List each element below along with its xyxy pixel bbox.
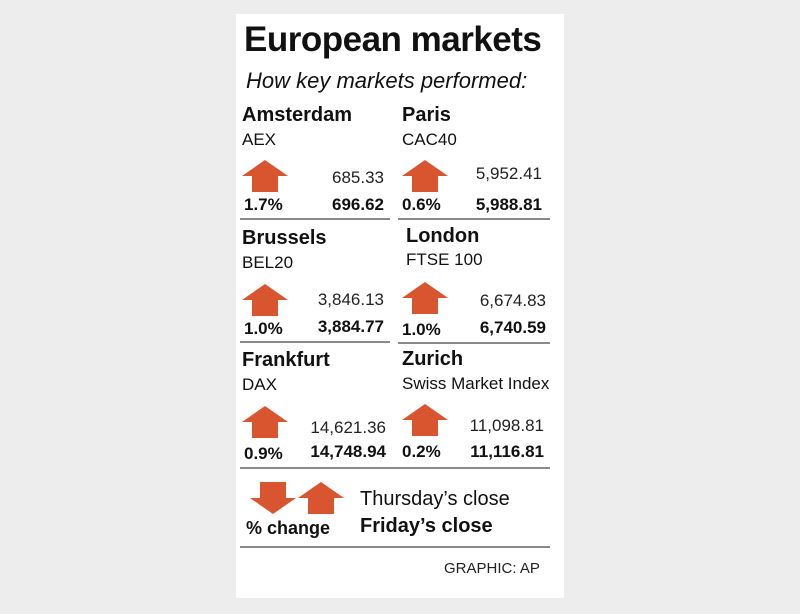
divider xyxy=(398,342,550,344)
friday-close: 3,884.77 xyxy=(317,317,384,336)
thursday-close: 6,674.83 xyxy=(479,291,546,310)
thursday-close: 685.33 xyxy=(332,168,384,187)
thursday-close: 14,621.36 xyxy=(310,418,386,437)
graphic-title: European markets xyxy=(244,20,542,59)
market-index: Swiss Market Index xyxy=(402,374,550,393)
up-arrow-icon xyxy=(402,404,448,436)
thursday-close: 11,098.81 xyxy=(469,416,544,435)
thursday-close: 3,846.13 xyxy=(317,290,384,309)
up-arrow-icon xyxy=(402,282,448,314)
friday-close: 14,748.94 xyxy=(310,442,386,461)
percent-change: 0.6% xyxy=(402,195,441,214)
market-index: AEX xyxy=(242,130,277,149)
thursday-close: 5,952.41 xyxy=(475,164,542,183)
market-index: FTSE 100 xyxy=(406,250,483,269)
percent-change: 0.9% xyxy=(244,444,283,463)
friday-close: 5,988.81 xyxy=(475,195,542,214)
market-index: BEL20 xyxy=(242,253,294,272)
legend-thursday-close: Thursday’s close xyxy=(360,488,510,510)
markets-graphic: European markets How key markets perform… xyxy=(236,14,564,598)
friday-close: 6,740.59 xyxy=(479,318,546,337)
market-city: Zurich xyxy=(402,348,464,370)
percent-change: 0.2% xyxy=(402,442,441,461)
up-arrow-icon xyxy=(242,284,288,316)
market-city: Paris xyxy=(402,104,451,126)
market-index: DAX xyxy=(242,375,277,394)
divider xyxy=(240,341,390,343)
percent-change: 1.0% xyxy=(244,319,283,338)
divider xyxy=(240,467,550,469)
up-arrow-icon xyxy=(298,482,344,514)
up-arrow-icon xyxy=(242,160,288,192)
market-city: Amsterdam xyxy=(242,104,353,126)
legend-friday-close: Friday’s close xyxy=(360,515,493,537)
graphic-credit: GRAPHIC: AP xyxy=(444,560,540,577)
market-index: CAC40 xyxy=(402,130,457,149)
up-arrow-icon xyxy=(242,406,288,438)
friday-close: 11,116.81 xyxy=(470,442,544,461)
graphic-subtitle: How key markets performed: xyxy=(246,68,528,93)
divider xyxy=(240,218,390,220)
percent-change: 1.0% xyxy=(402,320,441,339)
market-city: London xyxy=(406,225,480,247)
market-city: Frankfurt xyxy=(242,349,330,371)
legend-percent-change: % change xyxy=(246,518,331,538)
down-arrow-icon xyxy=(250,482,296,514)
friday-close: 696.62 xyxy=(332,195,384,214)
divider xyxy=(398,218,550,220)
divider xyxy=(240,546,550,548)
market-city: Brussels xyxy=(242,227,327,249)
up-arrow-icon xyxy=(402,160,448,192)
percent-change: 1.7% xyxy=(244,195,283,214)
